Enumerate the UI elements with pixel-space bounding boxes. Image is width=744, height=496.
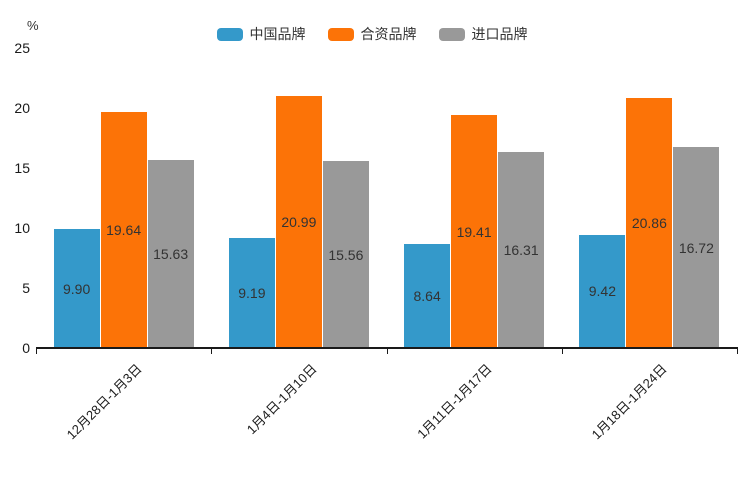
bar-value-label: 15.56 [328, 246, 364, 263]
bar-合资品牌-2: 19.41 [451, 115, 498, 348]
bar-value-label: 19.41 [456, 223, 492, 240]
legend-item-1[interactable]: 合资品牌 [327, 26, 417, 42]
bar-value-label: 15.63 [153, 246, 189, 263]
bar-合资品牌-3: 20.86 [626, 97, 673, 348]
bar-进口品牌-2: 16.31 [498, 152, 545, 348]
bar-中国品牌-0: 9.90 [53, 229, 100, 348]
x-axis-tick [737, 349, 738, 354]
y-tick-label: 15 [14, 160, 30, 176]
x-category-label: 1月11日-1月17日 [414, 361, 495, 442]
bar-value-label: 8.64 [413, 288, 441, 305]
bar-合资品牌-1: 20.99 [275, 96, 322, 348]
y-tick-label: 25 [14, 40, 30, 56]
y-axis-unit-label: % [27, 18, 39, 33]
x-axis-tick [386, 349, 388, 354]
legend-label: 中国品牌 [249, 26, 306, 42]
y-tick-label: 10 [14, 220, 30, 236]
x-category-label: 1月4日-1月10日 [243, 361, 320, 438]
x-axis-tick [36, 349, 37, 354]
y-tick-label: 5 [22, 280, 30, 296]
bar-value-label: 9.19 [238, 284, 266, 301]
x-category-label: 1月18日-1月24日 [588, 361, 671, 443]
bar-value-label: 9.90 [63, 280, 91, 297]
legend-label: 进口品牌 [471, 26, 528, 42]
legend-swatch-icon [216, 27, 243, 41]
bar-value-label: 19.64 [106, 222, 142, 239]
bar-中国品牌-2: 8.64 [404, 244, 451, 348]
bar-中国品牌-1: 9.19 [228, 237, 275, 348]
legend-swatch-icon [327, 27, 354, 41]
bar-value-label: 9.42 [588, 283, 616, 300]
y-tick-label: 0 [22, 340, 30, 356]
bar-进口品牌-3: 16.72 [673, 147, 720, 348]
bar-value-label: 20.86 [631, 214, 667, 231]
bar-合资品牌-0: 19.64 [100, 112, 147, 348]
bar-进口品牌-1: 15.56 [322, 161, 369, 348]
bar-value-label: 16.72 [678, 239, 714, 256]
x-axis-line [36, 347, 738, 349]
legend-item-2[interactable]: 进口品牌 [438, 26, 528, 42]
bar-中国品牌-3: 9.42 [579, 234, 626, 348]
legend-item-0[interactable]: 中国品牌 [216, 26, 306, 42]
x-axis-tick [211, 349, 213, 354]
legend-label: 合资品牌 [360, 26, 417, 42]
y-tick-label: 20 [14, 100, 30, 116]
bar-进口品牌-0: 15.63 [147, 160, 194, 348]
x-axis-tick [561, 349, 563, 354]
x-category-label: 12月28日-1月3日 [63, 361, 145, 443]
legend: 中国品牌 合资品牌 进口品牌 [0, 27, 744, 41]
legend-swatch-icon [438, 27, 465, 41]
bar-value-label: 16.31 [503, 242, 539, 259]
bar-value-label: 20.99 [281, 214, 317, 231]
